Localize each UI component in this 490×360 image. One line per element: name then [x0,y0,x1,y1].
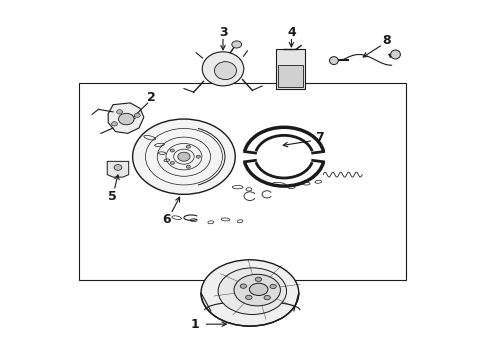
Text: 8: 8 [382,34,391,48]
Circle shape [186,145,191,148]
Circle shape [114,165,122,170]
Circle shape [186,165,191,168]
Text: 6: 6 [163,213,171,226]
Circle shape [134,113,140,117]
Polygon shape [278,65,303,87]
Ellipse shape [330,57,338,64]
Ellipse shape [264,296,270,300]
Polygon shape [276,49,305,89]
Circle shape [170,149,174,152]
Ellipse shape [245,295,252,300]
Polygon shape [107,161,129,177]
Bar [79,83,406,280]
Circle shape [232,41,242,48]
Circle shape [178,152,190,161]
Ellipse shape [240,284,246,288]
Ellipse shape [215,62,237,80]
Text: 2: 2 [147,91,155,104]
Circle shape [133,119,235,194]
Text: 1: 1 [191,318,199,331]
Polygon shape [108,103,144,134]
Circle shape [170,161,174,165]
Text: 7: 7 [315,131,323,144]
Ellipse shape [201,260,299,326]
Ellipse shape [202,52,244,86]
Ellipse shape [391,50,400,59]
Ellipse shape [218,268,287,315]
Circle shape [117,110,122,114]
Text: 4: 4 [287,26,296,39]
Circle shape [196,155,200,158]
Ellipse shape [270,284,276,289]
Ellipse shape [255,277,262,282]
Circle shape [112,122,118,126]
Text: 3: 3 [219,26,227,39]
Ellipse shape [249,283,268,296]
Ellipse shape [234,274,280,306]
Text: 5: 5 [108,190,117,203]
Circle shape [119,113,134,125]
